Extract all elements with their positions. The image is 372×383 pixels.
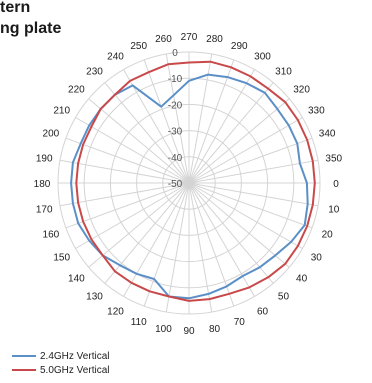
legend-item-5ghz: 5.0GHz Vertical [12,363,109,377]
chart-title-line-2: ng plate [0,20,62,37]
angle-tick-label: 330 [308,106,325,117]
angle-tick-label: 270 [181,32,198,43]
angle-tick-label: 120 [107,306,124,317]
series-line [75,60,316,302]
angle-tick-label: 290 [231,41,248,52]
grid-spoke [88,182,190,268]
series-line [70,73,309,300]
angle-tick-label: 200 [43,129,60,140]
grid-spoke [165,53,190,184]
grid-spoke [143,182,190,307]
angle-tick-label: 30 [311,253,323,264]
angle-tick-label: 60 [257,306,269,317]
grid-spoke [188,182,303,249]
radial-tick-label: -50 [168,179,183,190]
angle-tick-label: 20 [322,229,334,240]
angle-tick-label: 280 [206,34,223,45]
grid-spoke [188,98,290,184]
angle-tick-label: 70 [234,317,246,328]
angle-tick-label: 260 [155,34,172,45]
grid-spoke [75,117,190,184]
grid-spoke [165,182,190,313]
grid-spoke [75,182,190,249]
angle-tick-label: 160 [43,229,60,240]
chart-legend: 2.4GHz Vertical 5.0GHz Vertical [12,349,109,377]
legend-label-5ghz: 5.0GHz Vertical [40,364,110,376]
angle-tick-label: 110 [131,317,147,328]
angle-tick-label: 340 [319,129,336,140]
angle-tick-label: 170 [36,205,53,216]
grid-spoke [104,82,190,184]
radial-tick-label: -30 [168,127,183,138]
grid-spoke [188,182,213,313]
angle-tick-label: 310 [275,66,292,77]
grid-spoke [88,98,190,184]
grid-spoke [143,59,190,184]
angle-tick-label: 320 [293,85,310,96]
grid-spoke [188,182,290,268]
radial-tick-label: 0 [172,48,178,59]
grid-spoke [188,59,235,184]
grid-spoke [104,182,190,284]
grid-spoke [123,69,190,184]
angle-tick-label: 300 [254,52,271,63]
grid-spoke [188,137,313,184]
grid-spoke [188,69,255,184]
angle-tick-label: 230 [86,66,103,77]
grid-spoke [188,182,319,207]
angle-tick-label: 40 [296,273,308,284]
angle-tick-label: 130 [86,292,103,303]
angle-tick-label: 150 [53,253,70,264]
radial-tick-label: -20 [168,100,183,111]
angle-tick-label: 50 [278,292,290,303]
angle-tick-label: 190 [36,153,53,164]
angle-tick-label: 140 [68,273,85,284]
chart-series [70,60,316,302]
angle-tick-label: 350 [325,153,342,164]
legend-item-2-4ghz: 2.4GHz Vertical [12,349,109,363]
radial-tick-label: -10 [168,74,183,85]
grid-spoke [188,117,303,184]
angle-tick-label: 210 [53,106,70,117]
angle-tick-label: 100 [155,324,172,335]
grid-spoke [65,137,190,184]
grid-spoke [188,159,319,184]
radial-tick-label: -40 [168,153,183,164]
legend-label-2-4ghz: 2.4GHz Vertical [40,350,110,362]
angle-tick-label: 0 [333,179,339,190]
chart-grid [57,51,321,315]
angle-tick-label: 180 [34,179,51,190]
angle-tick-label: 250 [130,41,147,52]
angle-tick-label: 220 [68,85,85,96]
grid-spoke [59,159,190,184]
grid-spoke [59,182,190,207]
grid-spoke [188,182,313,229]
grid-spoke [65,182,190,229]
legend-swatch-5ghz [12,369,36,371]
chart-title-line-1: tern [0,0,31,16]
angle-tick-label: 240 [107,52,124,63]
angle-tick-label: 80 [209,324,221,335]
angle-tick-label: 90 [183,326,195,337]
grid-spoke [188,82,274,184]
grid-spoke [123,182,190,297]
legend-swatch-2-4ghz [12,355,36,357]
grid-spoke [188,182,255,297]
angle-tick-label: 10 [328,205,340,216]
